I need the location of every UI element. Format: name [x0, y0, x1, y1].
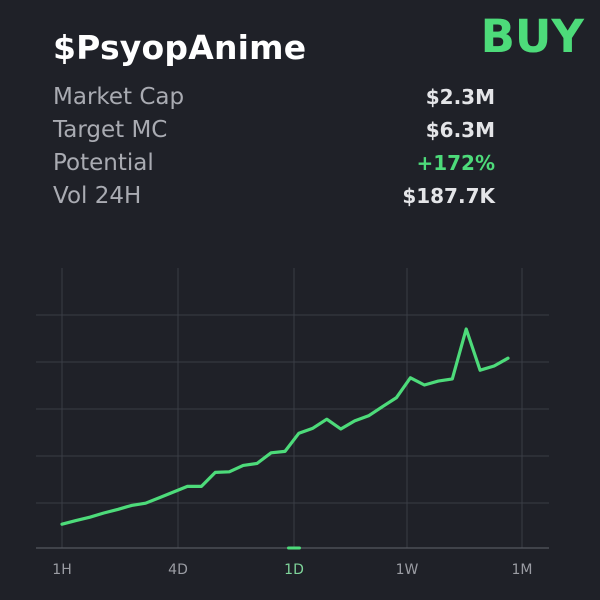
buy-label[interactable]: BUY — [480, 10, 584, 63]
stat-value: $6.3M — [425, 117, 495, 142]
token-title: $PsyopAnime — [53, 28, 307, 67]
stat-value: $187.7K — [402, 183, 495, 208]
stat-row-market-cap: Market Cap $2.3M — [53, 80, 495, 113]
stat-label: Vol 24H — [53, 182, 142, 209]
timeframe-tab-1d[interactable]: 1D — [284, 562, 304, 578]
stat-row-potential: Potential +172% — [53, 146, 495, 179]
stat-label: Market Cap — [53, 83, 185, 110]
stats-panel: Market Cap $2.3M Target MC $6.3M Potenti… — [53, 80, 495, 212]
stat-row-target-mc: Target MC $6.3M — [53, 113, 495, 146]
selected-timeframe-indicator — [287, 546, 301, 550]
timeframe-tab-1m[interactable]: 1M — [512, 562, 533, 578]
stat-row-vol-24h: Vol 24H $187.7K — [53, 179, 495, 212]
timeframe-tab-4d[interactable]: 4D — [168, 562, 188, 578]
stat-value: $2.3M — [425, 84, 495, 109]
stat-value: +172% — [416, 150, 495, 175]
price-line — [60, 327, 510, 526]
stat-label: Potential — [53, 149, 154, 176]
timeframe-tab-1h[interactable]: 1H — [52, 562, 71, 578]
stat-label: Target MC — [53, 116, 168, 143]
timeframe-tab-1w[interactable]: 1W — [396, 562, 419, 578]
